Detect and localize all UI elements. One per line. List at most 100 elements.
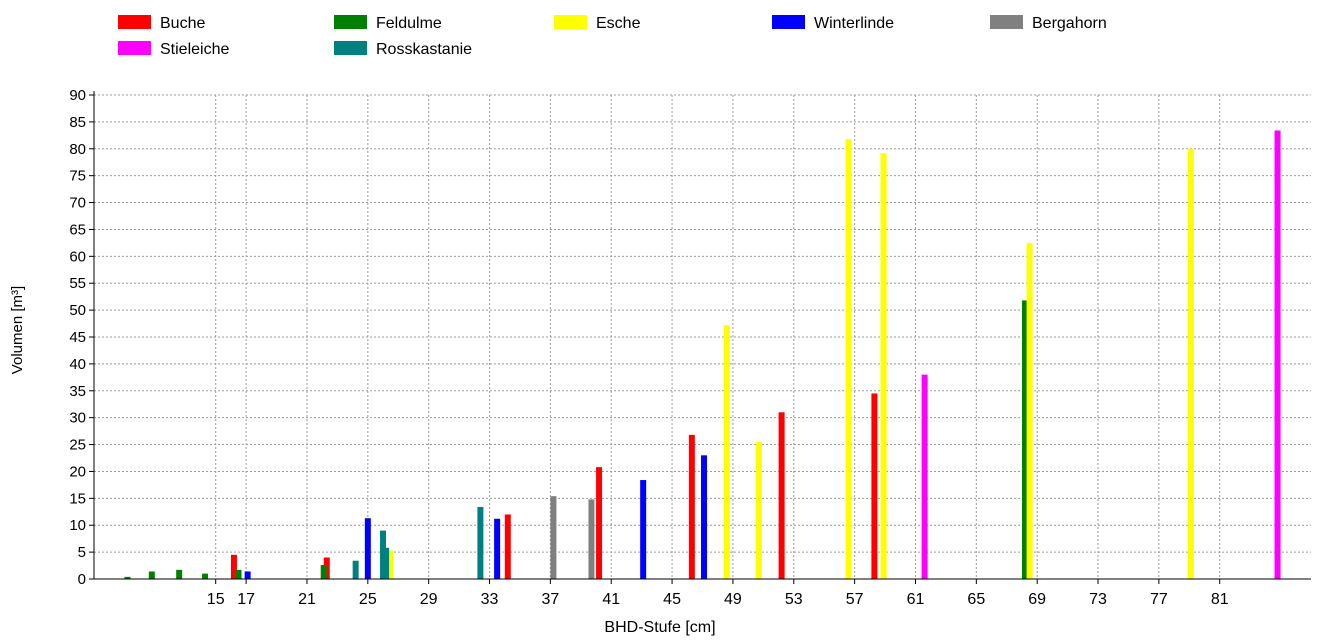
legend-item-winterlinde: Winterlinde [772,15,894,32]
bars [124,130,1281,579]
bar-esche [387,550,394,579]
legend-swatch-feldulme [334,15,367,29]
bar-esche [880,153,887,579]
grid [94,94,1311,579]
y-tick-label: 90 [69,87,86,104]
bar-esche [755,441,762,579]
y-axis-label: Volumen [m³] [9,286,26,374]
legend-swatch-winterlinde [772,15,805,29]
legend-label-esche: Esche [596,15,641,32]
x-tick-label: 45 [663,591,681,608]
y-tick-label: 70 [69,195,86,212]
bar-bergahorn [588,499,595,579]
bar-feldulme [124,576,131,579]
y-tick-label: 5 [78,544,86,561]
bar-feldulme [320,565,327,579]
y-tick-label: 35 [69,383,86,400]
bar-feldulme [176,569,183,579]
bar-rosskastanie [383,547,390,579]
bar-esche [1187,148,1194,579]
bar-stieleiche [921,374,928,579]
x-tick-label: 17 [237,591,255,608]
y-tick-label: 40 [69,356,86,373]
x-tick-label: 15 [207,591,225,608]
x-tick-label: 21 [298,591,316,608]
legend-item-buche: Buche [118,15,205,32]
bar-feldulme [148,571,155,579]
x-tick-label: 57 [846,591,864,608]
bar-buche [230,554,237,579]
y-tick-label: 30 [69,410,86,427]
bar-esche [1026,242,1033,579]
bar-buche [504,514,511,579]
bar-feldulme [202,573,209,579]
y-tick-label: 65 [69,221,86,238]
y-tick-label: 60 [69,248,86,265]
bar-winterlinde [494,518,501,579]
x-tick-label: 37 [541,591,559,608]
bar-rosskastanie [380,530,387,579]
bar-buche [871,393,878,579]
legend-item-stieleiche: Stieleiche [118,41,229,58]
y-tick-label: 15 [69,490,86,507]
bar-feldulme [235,569,242,579]
y-tick-label: 50 [69,302,86,319]
bar-rosskastanie [477,506,484,579]
legend-item-feldulme: Feldulme [334,15,442,32]
legend-item-rosskastanie: Rosskastanie [334,41,472,58]
axes: 0 5 10 15 20 25 30 35 40 45 50 55 60 65 70 75 80 85 90 15 17… [69,87,1311,608]
bar-buche [778,412,785,579]
bar-buche [596,467,603,579]
legend-label-winterlinde: Winterlinde [814,15,894,32]
legend-swatch-esche [554,15,587,29]
y-tick-label: 0 [78,571,86,588]
x-tick-label: 29 [420,591,438,608]
legend-label-buche: Buche [160,15,205,32]
y-tick-label: 85 [69,114,86,131]
bar-buche [323,557,330,579]
x-tick-label: 49 [724,591,742,608]
y-tick-label: 25 [69,437,86,454]
legend-swatch-bergahorn [990,15,1023,29]
legend-label-feldulme: Feldulme [376,15,442,32]
x-tick-label: 69 [1028,591,1046,608]
legend-swatch-rosskastanie [334,41,367,55]
bar-buche [688,434,695,579]
x-tick-label: 25 [359,591,377,608]
y-tick-label: 80 [69,141,86,158]
x-tick-label: 33 [481,591,499,608]
y-tick-label: 45 [69,329,86,346]
x-tick-label: 81 [1211,591,1229,608]
bar-esche [723,325,730,579]
x-tick-label: 77 [1150,591,1168,608]
legend-label-stieleiche: Stieleiche [160,41,229,58]
bar-rosskastanie [352,560,359,579]
bar-bergahorn [550,496,557,579]
bar-winterlinde [640,480,647,579]
y-tick-label: 55 [69,275,86,292]
legend-item-esche: Esche [554,15,641,32]
y-tick-label: 75 [69,168,86,185]
y-tick-label: 20 [69,463,86,480]
bar-winterlinde [364,518,371,579]
bar-winterlinde [701,455,708,579]
y-tick-label: 10 [69,517,86,534]
legend-item-bergahorn: Bergahorn [990,15,1107,32]
bar-winterlinde [244,571,251,579]
x-tick-label: 65 [967,591,985,608]
bar-esche [845,139,852,579]
x-tick-label: 41 [602,591,620,608]
bar-stieleiche [1274,130,1281,579]
x-tick-label: 73 [1089,591,1107,608]
x-tick-label: 61 [907,591,925,608]
legend-swatch-stieleiche [118,41,151,55]
legend: Buche Feldulme Esche Winterlinde Bergahorn St… [118,15,1107,58]
bar-feldulme [1022,300,1029,579]
legend-swatch-buche [118,15,151,29]
x-tick-label: 53 [785,591,803,608]
legend-label-bergahorn: Bergahorn [1032,15,1107,32]
x-axis-label: BHD-Stufe [cm] [604,619,715,636]
legend-label-rosskastanie: Rosskastanie [376,41,472,58]
